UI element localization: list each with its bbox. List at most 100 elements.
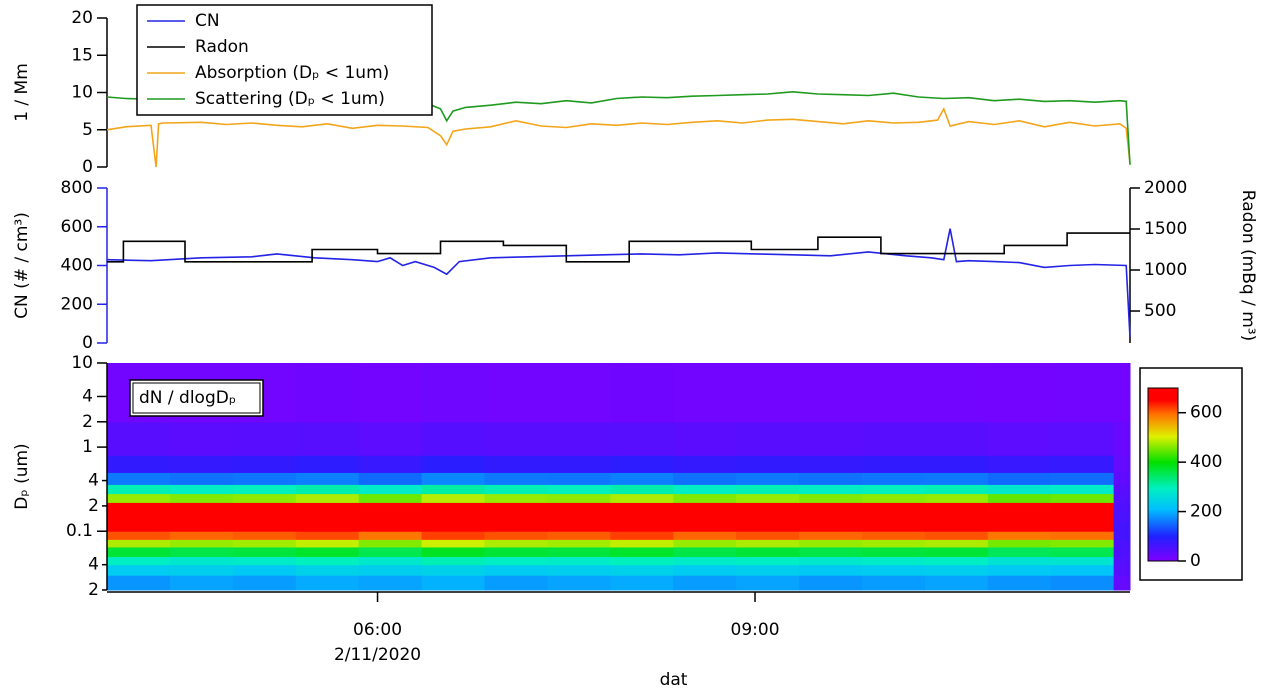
y-tick-label: 1 [82, 437, 93, 457]
heatmap-cell [169, 546, 234, 558]
heatmap-cell [547, 455, 611, 473]
heatmap-cell [107, 531, 171, 540]
heatmap-cell [295, 556, 360, 566]
heatmap-cell [232, 539, 297, 548]
heatmap-cell [547, 564, 611, 576]
heatmap-cell [295, 472, 360, 485]
heatmap-cell [736, 363, 800, 423]
heatmap-cell [610, 531, 674, 540]
series-line [106, 228, 1131, 338]
heatmap-cell [295, 511, 360, 523]
heatmap-cell [358, 546, 423, 558]
heatmap-cell [421, 531, 485, 540]
heatmap-cell [295, 363, 360, 423]
y-tick-label: 4 [88, 471, 99, 491]
heatmap-cell [1050, 546, 1115, 558]
y-tick-label: 20 [71, 8, 93, 28]
heatmap-cell [358, 363, 423, 423]
heatmap-cell [987, 502, 1052, 513]
heatmap-cell [484, 546, 548, 558]
heatmap-cell [484, 363, 548, 423]
heatmap-cell [295, 521, 360, 532]
x-axis-label: dat [660, 670, 688, 690]
heatmap-cell [987, 546, 1052, 558]
heatmap-cell [736, 502, 800, 513]
heatmap-cell [799, 484, 863, 495]
heatmap-cell [799, 511, 863, 523]
heatmap-cell [484, 493, 548, 503]
heatmap-cell [1050, 502, 1115, 513]
heatmap-cell [1113, 421, 1131, 456]
heatmap-cell [736, 564, 800, 576]
heatmap-cell [169, 493, 234, 503]
heatmap-cell [987, 363, 1052, 423]
y-tick-label: 5 [82, 120, 93, 140]
heatmap-cell [736, 556, 800, 566]
y-tick-label: 2 [82, 412, 93, 432]
heatmap-cell [358, 521, 423, 532]
heatmap-cell [421, 556, 485, 566]
heatmap-cell [421, 575, 485, 591]
heatmap-cell [610, 455, 674, 473]
heatmap-cell [673, 546, 737, 558]
heatmap-cell [924, 531, 989, 540]
heatmap-cell [358, 531, 423, 540]
heatmap-cell [484, 484, 548, 495]
heatmap-cell [547, 363, 611, 423]
x-tick-label: 09:00 [731, 620, 780, 640]
heatmap-cell [861, 421, 926, 456]
heatmap-cell [673, 511, 737, 523]
heatmap-cell [547, 556, 611, 566]
colorbar-tick-label: 400 [1190, 452, 1222, 472]
heatmap-cell [924, 472, 989, 485]
heatmap-cell [107, 575, 171, 591]
heatmap-cell [547, 421, 611, 456]
heatmap-cell [987, 511, 1052, 523]
heatmap-cell [861, 546, 926, 558]
heatmap-cell [610, 472, 674, 485]
heatmap-cell [1050, 539, 1115, 548]
heatmap-cell [861, 575, 926, 591]
legend-label: Scattering (Dₚ < 1um) [195, 89, 385, 109]
heatmap-cell [736, 484, 800, 495]
heatmap-cell [484, 455, 548, 473]
x-date-label: 2/11/2020 [334, 645, 421, 665]
heatmap-cell [924, 564, 989, 576]
heatmap-cell [169, 484, 234, 495]
heatmap-cell [799, 502, 863, 513]
heatmap-cell [107, 455, 171, 473]
heatmap-cell [421, 455, 485, 473]
heatmap-cell [232, 564, 297, 576]
heatmap-cell [1050, 472, 1115, 485]
heatmap-cell [987, 556, 1052, 566]
heatmap-cell [736, 539, 800, 548]
heatmap-cell [547, 575, 611, 591]
heatmap-cell [484, 539, 548, 548]
heatmap-cell [924, 575, 989, 591]
heatmap-cell [861, 472, 926, 485]
heatmap-cell [358, 556, 423, 566]
heatmap-cell [1113, 493, 1131, 503]
heatmap-cell [924, 421, 989, 456]
heatmap-cell [107, 493, 171, 503]
y2-tick-label: 1000 [1144, 260, 1187, 280]
heatmap [107, 363, 1131, 591]
heatmap-cell [107, 556, 171, 566]
heatmap-cell [107, 546, 171, 558]
heatmap-cell [107, 421, 171, 456]
heatmap-cell [1050, 455, 1115, 473]
heatmap-cell [736, 421, 800, 456]
heatmap-cell [610, 493, 674, 503]
heatmap-cell [610, 564, 674, 576]
heatmap-cell [1050, 363, 1115, 423]
heatmap-cell [1113, 521, 1131, 532]
heatmap-cell [295, 564, 360, 576]
heatmap-cell [232, 472, 297, 485]
heatmap-cell [987, 564, 1052, 576]
y2-tick-label: 500 [1144, 301, 1176, 321]
heatmap-cell [358, 502, 423, 513]
heatmap-cell [673, 472, 737, 485]
heatmap-cell [358, 421, 423, 456]
legend-label: Radon [195, 37, 249, 57]
